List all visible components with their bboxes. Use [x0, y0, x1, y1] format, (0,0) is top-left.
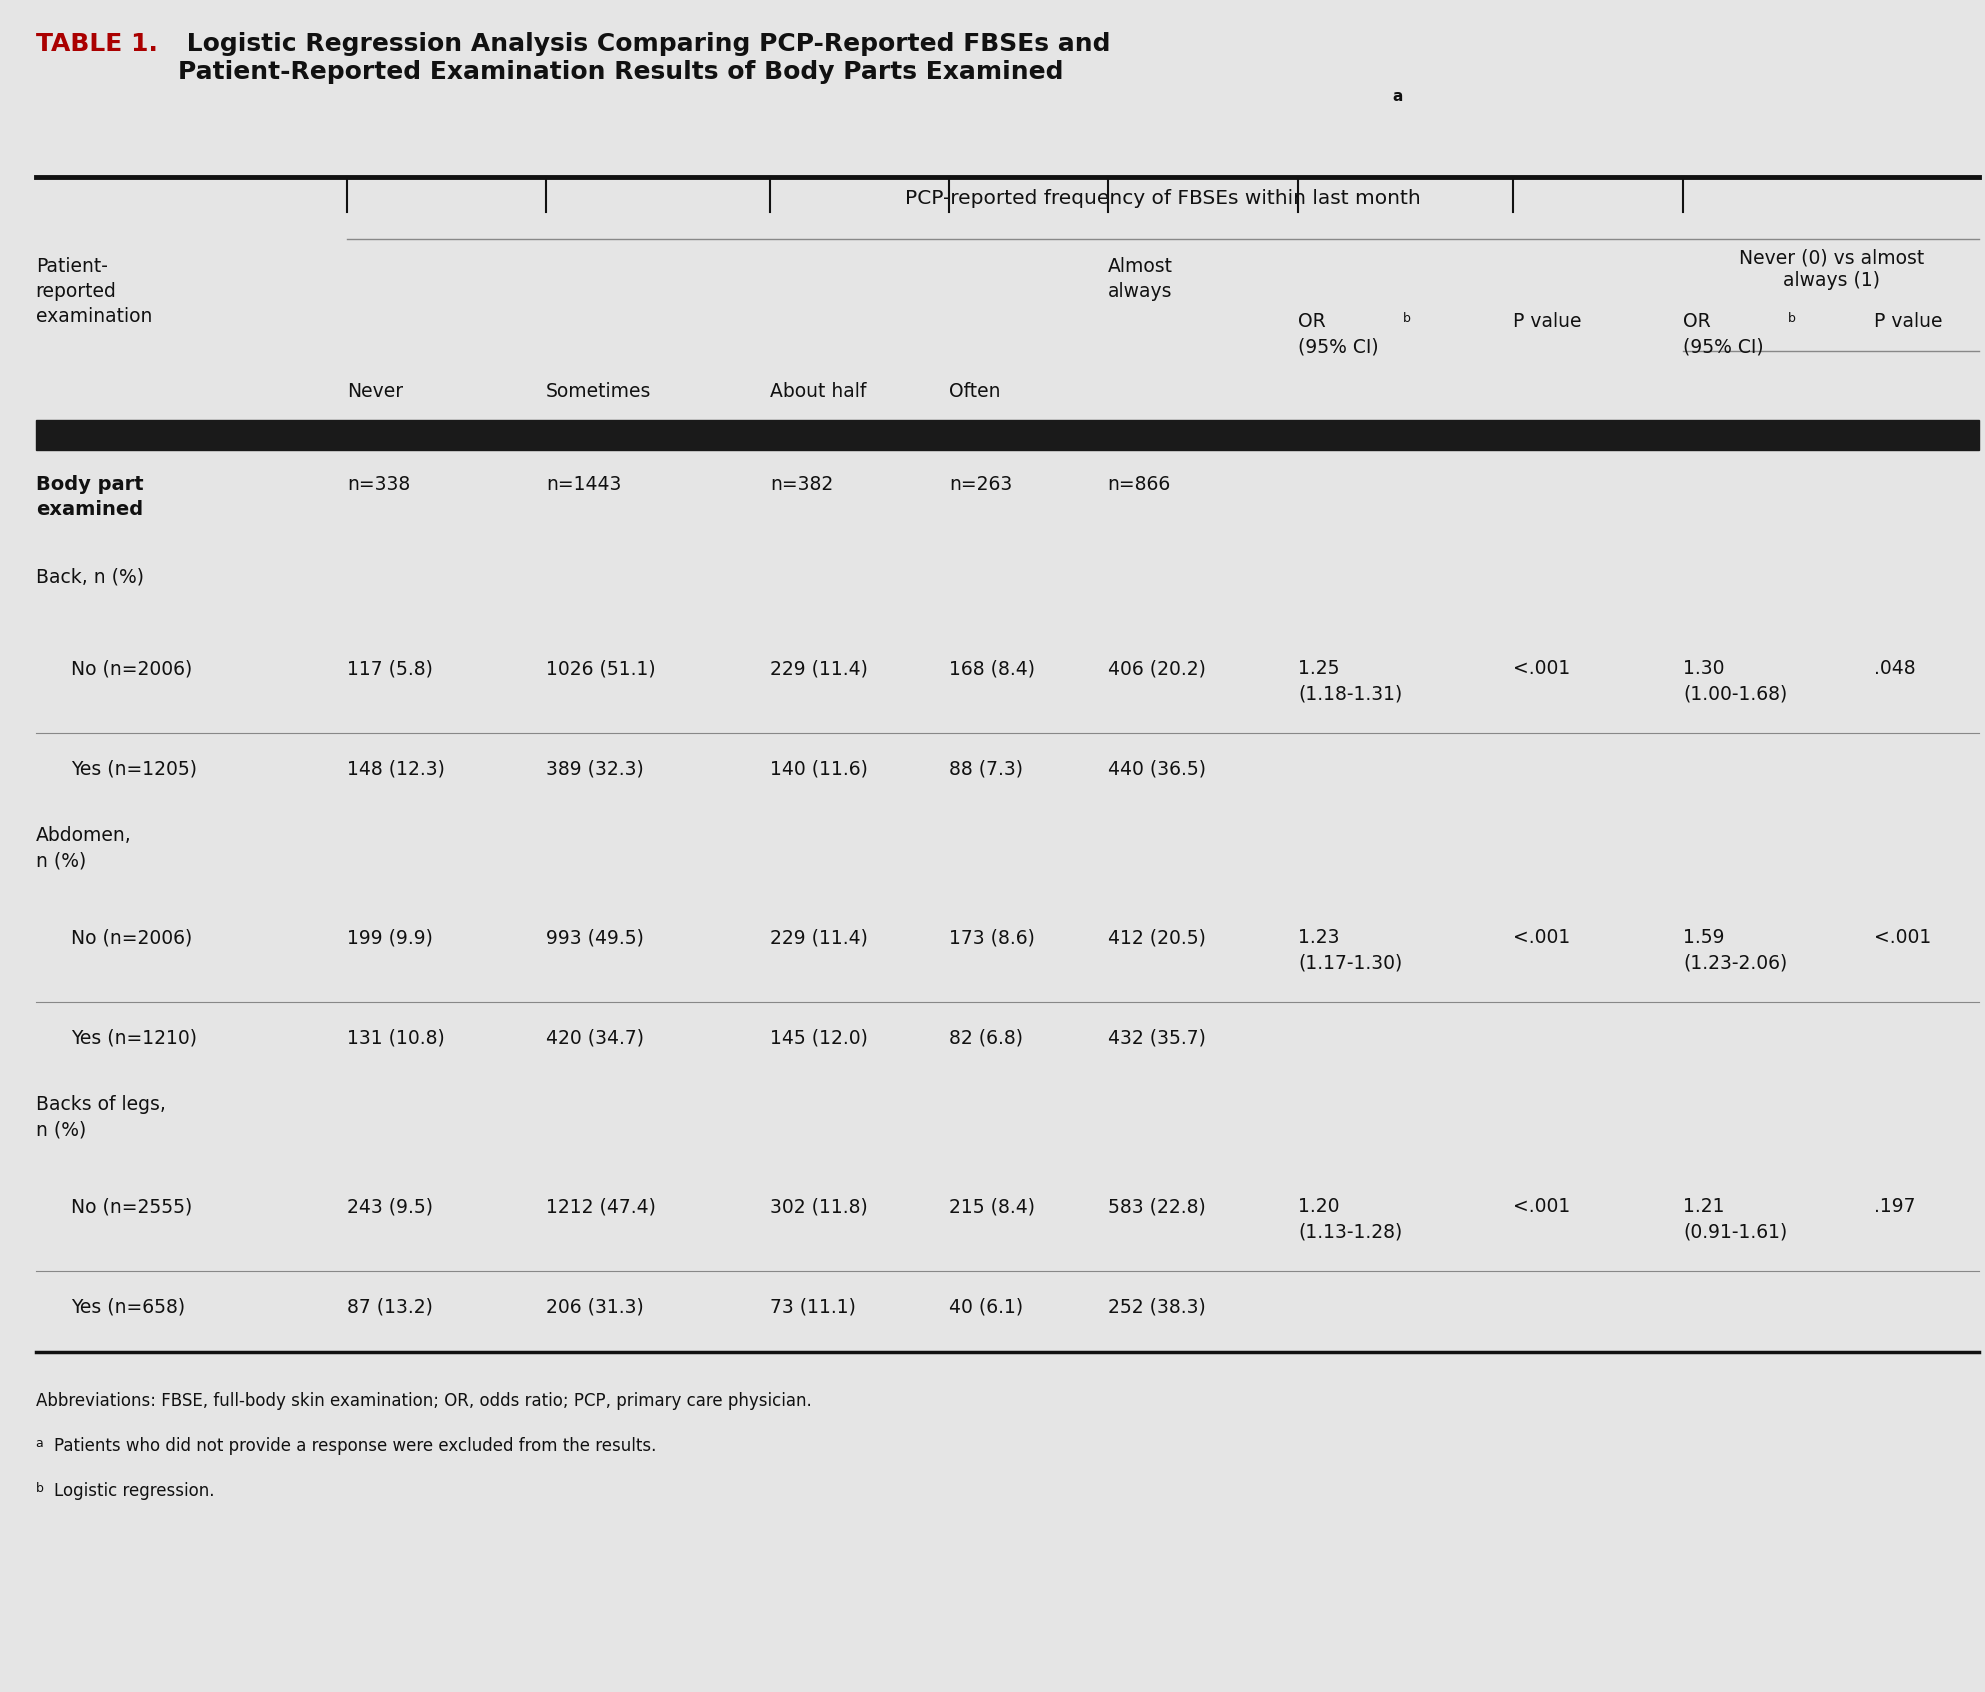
Text: 215 (8.4): 215 (8.4)	[949, 1196, 1034, 1217]
Text: 583 (22.8): 583 (22.8)	[1108, 1196, 1205, 1217]
Text: 148 (12.3): 148 (12.3)	[347, 760, 445, 778]
Text: 243 (9.5): 243 (9.5)	[347, 1196, 433, 1217]
Text: 993 (49.5): 993 (49.5)	[546, 927, 643, 948]
Text: Sometimes: Sometimes	[546, 382, 651, 401]
Text: 206 (31.3): 206 (31.3)	[546, 1298, 643, 1316]
Text: <.001: <.001	[1513, 658, 1570, 678]
Text: 406 (20.2): 406 (20.2)	[1108, 658, 1205, 678]
Text: 1.59
(1.23-2.06): 1.59 (1.23-2.06)	[1683, 927, 1788, 971]
Text: OR
(95% CI): OR (95% CI)	[1683, 311, 1765, 355]
Text: 199 (9.9): 199 (9.9)	[347, 927, 433, 948]
Text: No (n=2555): No (n=2555)	[71, 1196, 193, 1217]
Text: OR
(95% CI): OR (95% CI)	[1298, 311, 1380, 355]
Text: 302 (11.8): 302 (11.8)	[770, 1196, 867, 1217]
Text: <.001: <.001	[1513, 1196, 1570, 1217]
Text: Almost
always: Almost always	[1108, 257, 1173, 301]
Text: Yes (n=1205): Yes (n=1205)	[71, 760, 197, 778]
Text: n=263: n=263	[949, 475, 1012, 494]
Text: Body part
examined: Body part examined	[36, 475, 143, 519]
Text: b: b	[36, 1482, 44, 1496]
Text: 1.30
(1.00-1.68): 1.30 (1.00-1.68)	[1683, 658, 1788, 702]
Text: PCP-reported frequency of FBSEs within last month: PCP-reported frequency of FBSEs within l…	[905, 190, 1421, 208]
Text: TABLE 1.: TABLE 1.	[36, 32, 157, 56]
Text: 73 (11.1): 73 (11.1)	[770, 1298, 856, 1316]
Text: 145 (12.0): 145 (12.0)	[770, 1029, 867, 1047]
Text: 88 (7.3): 88 (7.3)	[949, 760, 1022, 778]
Text: Patients who did not provide a response were excluded from the results.: Patients who did not provide a response …	[54, 1437, 657, 1455]
Text: Abdomen,
n (%): Abdomen, n (%)	[36, 826, 131, 870]
Text: 117 (5.8): 117 (5.8)	[347, 658, 433, 678]
Text: 252 (38.3): 252 (38.3)	[1108, 1298, 1205, 1316]
Text: 40 (6.1): 40 (6.1)	[949, 1298, 1022, 1316]
Text: 82 (6.8): 82 (6.8)	[949, 1029, 1022, 1047]
Text: Yes (n=1210): Yes (n=1210)	[71, 1029, 197, 1047]
Text: 440 (36.5): 440 (36.5)	[1108, 760, 1205, 778]
Text: 1.21
(0.91-1.61): 1.21 (0.91-1.61)	[1683, 1196, 1788, 1240]
Text: 1.20
(1.13-1.28): 1.20 (1.13-1.28)	[1298, 1196, 1403, 1240]
Text: 389 (32.3): 389 (32.3)	[546, 760, 643, 778]
Text: 1026 (51.1): 1026 (51.1)	[546, 658, 655, 678]
Bar	[36, 420, 1979, 450]
Text: 412 (20.5): 412 (20.5)	[1108, 927, 1205, 948]
Text: 131 (10.8): 131 (10.8)	[347, 1029, 445, 1047]
Text: <.001: <.001	[1874, 927, 1931, 948]
Text: a: a	[36, 1437, 44, 1450]
Text: a: a	[1393, 90, 1403, 103]
Text: <.001: <.001	[1513, 927, 1570, 948]
Text: n=338: n=338	[347, 475, 411, 494]
Text: 1.25
(1.18-1.31): 1.25 (1.18-1.31)	[1298, 658, 1403, 702]
Text: .197: .197	[1874, 1196, 1916, 1217]
Text: Never (0) vs almost
always (1): Never (0) vs almost always (1)	[1739, 249, 1923, 289]
Text: 140 (11.6): 140 (11.6)	[770, 760, 867, 778]
Text: n=382: n=382	[770, 475, 834, 494]
Text: Backs of legs,
n (%): Backs of legs, n (%)	[36, 1095, 165, 1139]
Text: Abbreviations: FBSE, full-body skin examination; OR, odds ratio; PCP, primary ca: Abbreviations: FBSE, full-body skin exam…	[36, 1393, 812, 1409]
Text: 420 (34.7): 420 (34.7)	[546, 1029, 643, 1047]
Text: P value: P value	[1513, 311, 1582, 332]
Text: Logistic Regression Analysis Comparing PCP-Reported FBSEs and
Patient-Reported E: Logistic Regression Analysis Comparing P…	[179, 32, 1110, 85]
Text: 432 (35.7): 432 (35.7)	[1108, 1029, 1205, 1047]
Text: Often: Often	[949, 382, 1000, 401]
Text: Never: Never	[347, 382, 403, 401]
Text: 229 (11.4): 229 (11.4)	[770, 658, 867, 678]
Text: n=1443: n=1443	[546, 475, 621, 494]
Text: No (n=2006): No (n=2006)	[71, 927, 193, 948]
Text: 168 (8.4): 168 (8.4)	[949, 658, 1034, 678]
Text: 173 (8.6): 173 (8.6)	[949, 927, 1034, 948]
Text: P value: P value	[1874, 311, 1943, 332]
Text: Yes (n=658): Yes (n=658)	[71, 1298, 185, 1316]
Text: Patient-
reported
examination: Patient- reported examination	[36, 257, 153, 327]
Text: b: b	[1788, 311, 1796, 325]
Text: 1212 (47.4): 1212 (47.4)	[546, 1196, 655, 1217]
Text: n=866: n=866	[1108, 475, 1171, 494]
Text: About half: About half	[770, 382, 867, 401]
Text: .048: .048	[1874, 658, 1916, 678]
Text: b: b	[1403, 311, 1411, 325]
Text: 87 (13.2): 87 (13.2)	[347, 1298, 433, 1316]
Text: 229 (11.4): 229 (11.4)	[770, 927, 867, 948]
Text: Logistic regression.: Logistic regression.	[54, 1482, 214, 1501]
Text: No (n=2006): No (n=2006)	[71, 658, 193, 678]
Text: 1.23
(1.17-1.30): 1.23 (1.17-1.30)	[1298, 927, 1403, 971]
Text: Back, n (%): Back, n (%)	[36, 567, 143, 585]
